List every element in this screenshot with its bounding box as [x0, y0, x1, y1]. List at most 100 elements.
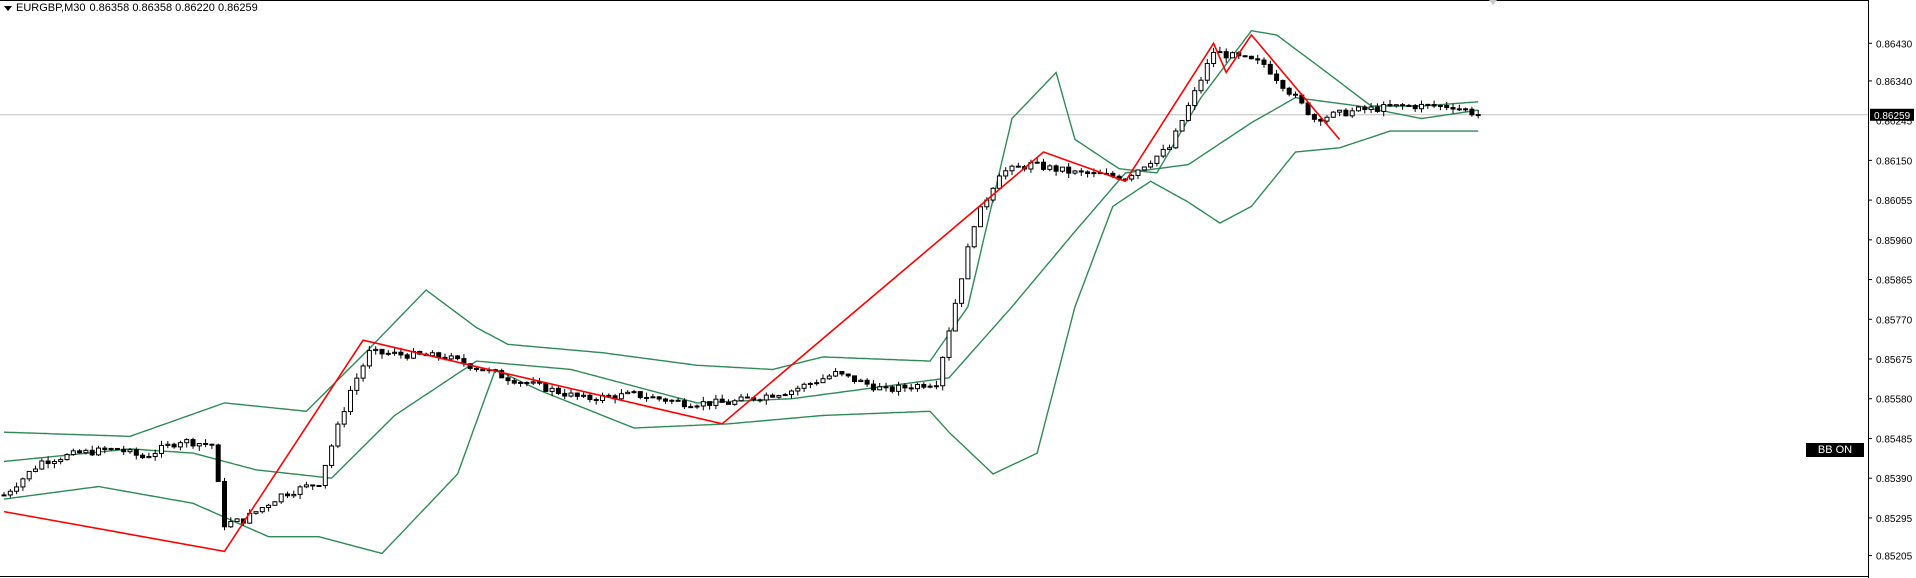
candle [1387, 99, 1393, 107]
candle [713, 394, 719, 410]
candle [637, 391, 643, 400]
candle [530, 377, 536, 386]
candle [562, 388, 568, 400]
candle [159, 440, 164, 458]
candle [297, 485, 303, 500]
candle [152, 449, 158, 461]
candle [322, 464, 328, 489]
candle [348, 385, 353, 416]
candle [165, 441, 171, 449]
current-price-label: 0.86259 [1874, 111, 1911, 122]
candle [952, 299, 958, 332]
candle [272, 501, 278, 506]
candle [618, 389, 624, 402]
candle [385, 350, 391, 356]
candle [524, 381, 530, 387]
plot-area[interactable] [0, 0, 1868, 578]
chart-header: EURGBP,M30 0.86358 0.86358 0.86220 0.862… [4, 1, 258, 15]
candle [379, 348, 385, 359]
candle [1330, 111, 1336, 118]
candle [1167, 144, 1172, 151]
candle [1444, 101, 1450, 111]
candle [1072, 169, 1078, 175]
candle [940, 356, 946, 391]
price-axis: 0.86430 0.86340 0.86150 0.86055 0.85960 0.858… [1489, 0, 1914, 563]
candle [663, 397, 668, 404]
candle [845, 373, 851, 378]
candle [908, 383, 914, 392]
candle [505, 374, 511, 385]
candle [858, 378, 864, 383]
current-price-label-bg [1870, 108, 1914, 121]
candle [852, 375, 857, 384]
candle [1129, 174, 1135, 182]
candle [39, 458, 45, 470]
candle [1293, 91, 1298, 98]
price-tick-label: 0.86150 [1876, 156, 1913, 167]
candle [1192, 87, 1198, 110]
candle [1198, 76, 1204, 94]
candle [568, 389, 574, 398]
candle [915, 382, 920, 392]
candle [366, 345, 372, 369]
candle [927, 383, 933, 389]
candle [1009, 164, 1015, 176]
candle [700, 396, 706, 411]
candle [121, 445, 127, 455]
candle [96, 445, 101, 457]
price-tick-label: 0.85770 [1876, 315, 1913, 326]
candle [694, 404, 700, 409]
candle [959, 278, 965, 308]
candle [278, 493, 284, 504]
candle [1047, 164, 1053, 172]
candle [1179, 119, 1185, 132]
candle [146, 452, 152, 459]
candle [1041, 158, 1046, 171]
candle [20, 477, 26, 491]
candle [1148, 160, 1154, 169]
candle [448, 352, 454, 361]
candle [574, 392, 580, 400]
candle [77, 449, 83, 454]
candle [234, 518, 240, 523]
candle [883, 382, 889, 392]
candle [870, 380, 876, 392]
candle [1274, 69, 1280, 84]
ohlc-values: 0.86358 0.86358 0.86220 0.86259 [89, 2, 258, 14]
candle [782, 392, 788, 397]
candle [1280, 79, 1286, 92]
candle [1324, 115, 1330, 125]
candle [222, 477, 227, 531]
candle [971, 225, 977, 249]
candle [102, 446, 108, 454]
candle [776, 394, 782, 399]
candle [631, 389, 637, 394]
candle [1437, 104, 1443, 111]
candle [1085, 170, 1091, 178]
candle [360, 363, 366, 382]
candle [814, 379, 820, 386]
bb-on-button[interactable]: BB ON [1806, 443, 1864, 457]
candle [1223, 48, 1229, 63]
candle [889, 385, 895, 394]
candle [184, 438, 190, 448]
candle [669, 399, 675, 405]
candle [1078, 168, 1084, 176]
candle [644, 392, 650, 402]
price-tick-label: 0.85865 [1876, 276, 1913, 287]
candle [1463, 107, 1469, 112]
candle [1456, 104, 1462, 112]
zigzag-line [3, 33, 1341, 553]
candle [1450, 103, 1456, 114]
candle [108, 447, 114, 451]
candle [707, 401, 713, 410]
candle [1393, 104, 1399, 108]
candle [499, 368, 505, 379]
dropdown-triangle-icon[interactable] [4, 5, 12, 11]
price-tick-label: 0.85675 [1876, 355, 1913, 366]
candle [341, 407, 347, 428]
candle [89, 445, 95, 457]
candle [795, 385, 801, 396]
